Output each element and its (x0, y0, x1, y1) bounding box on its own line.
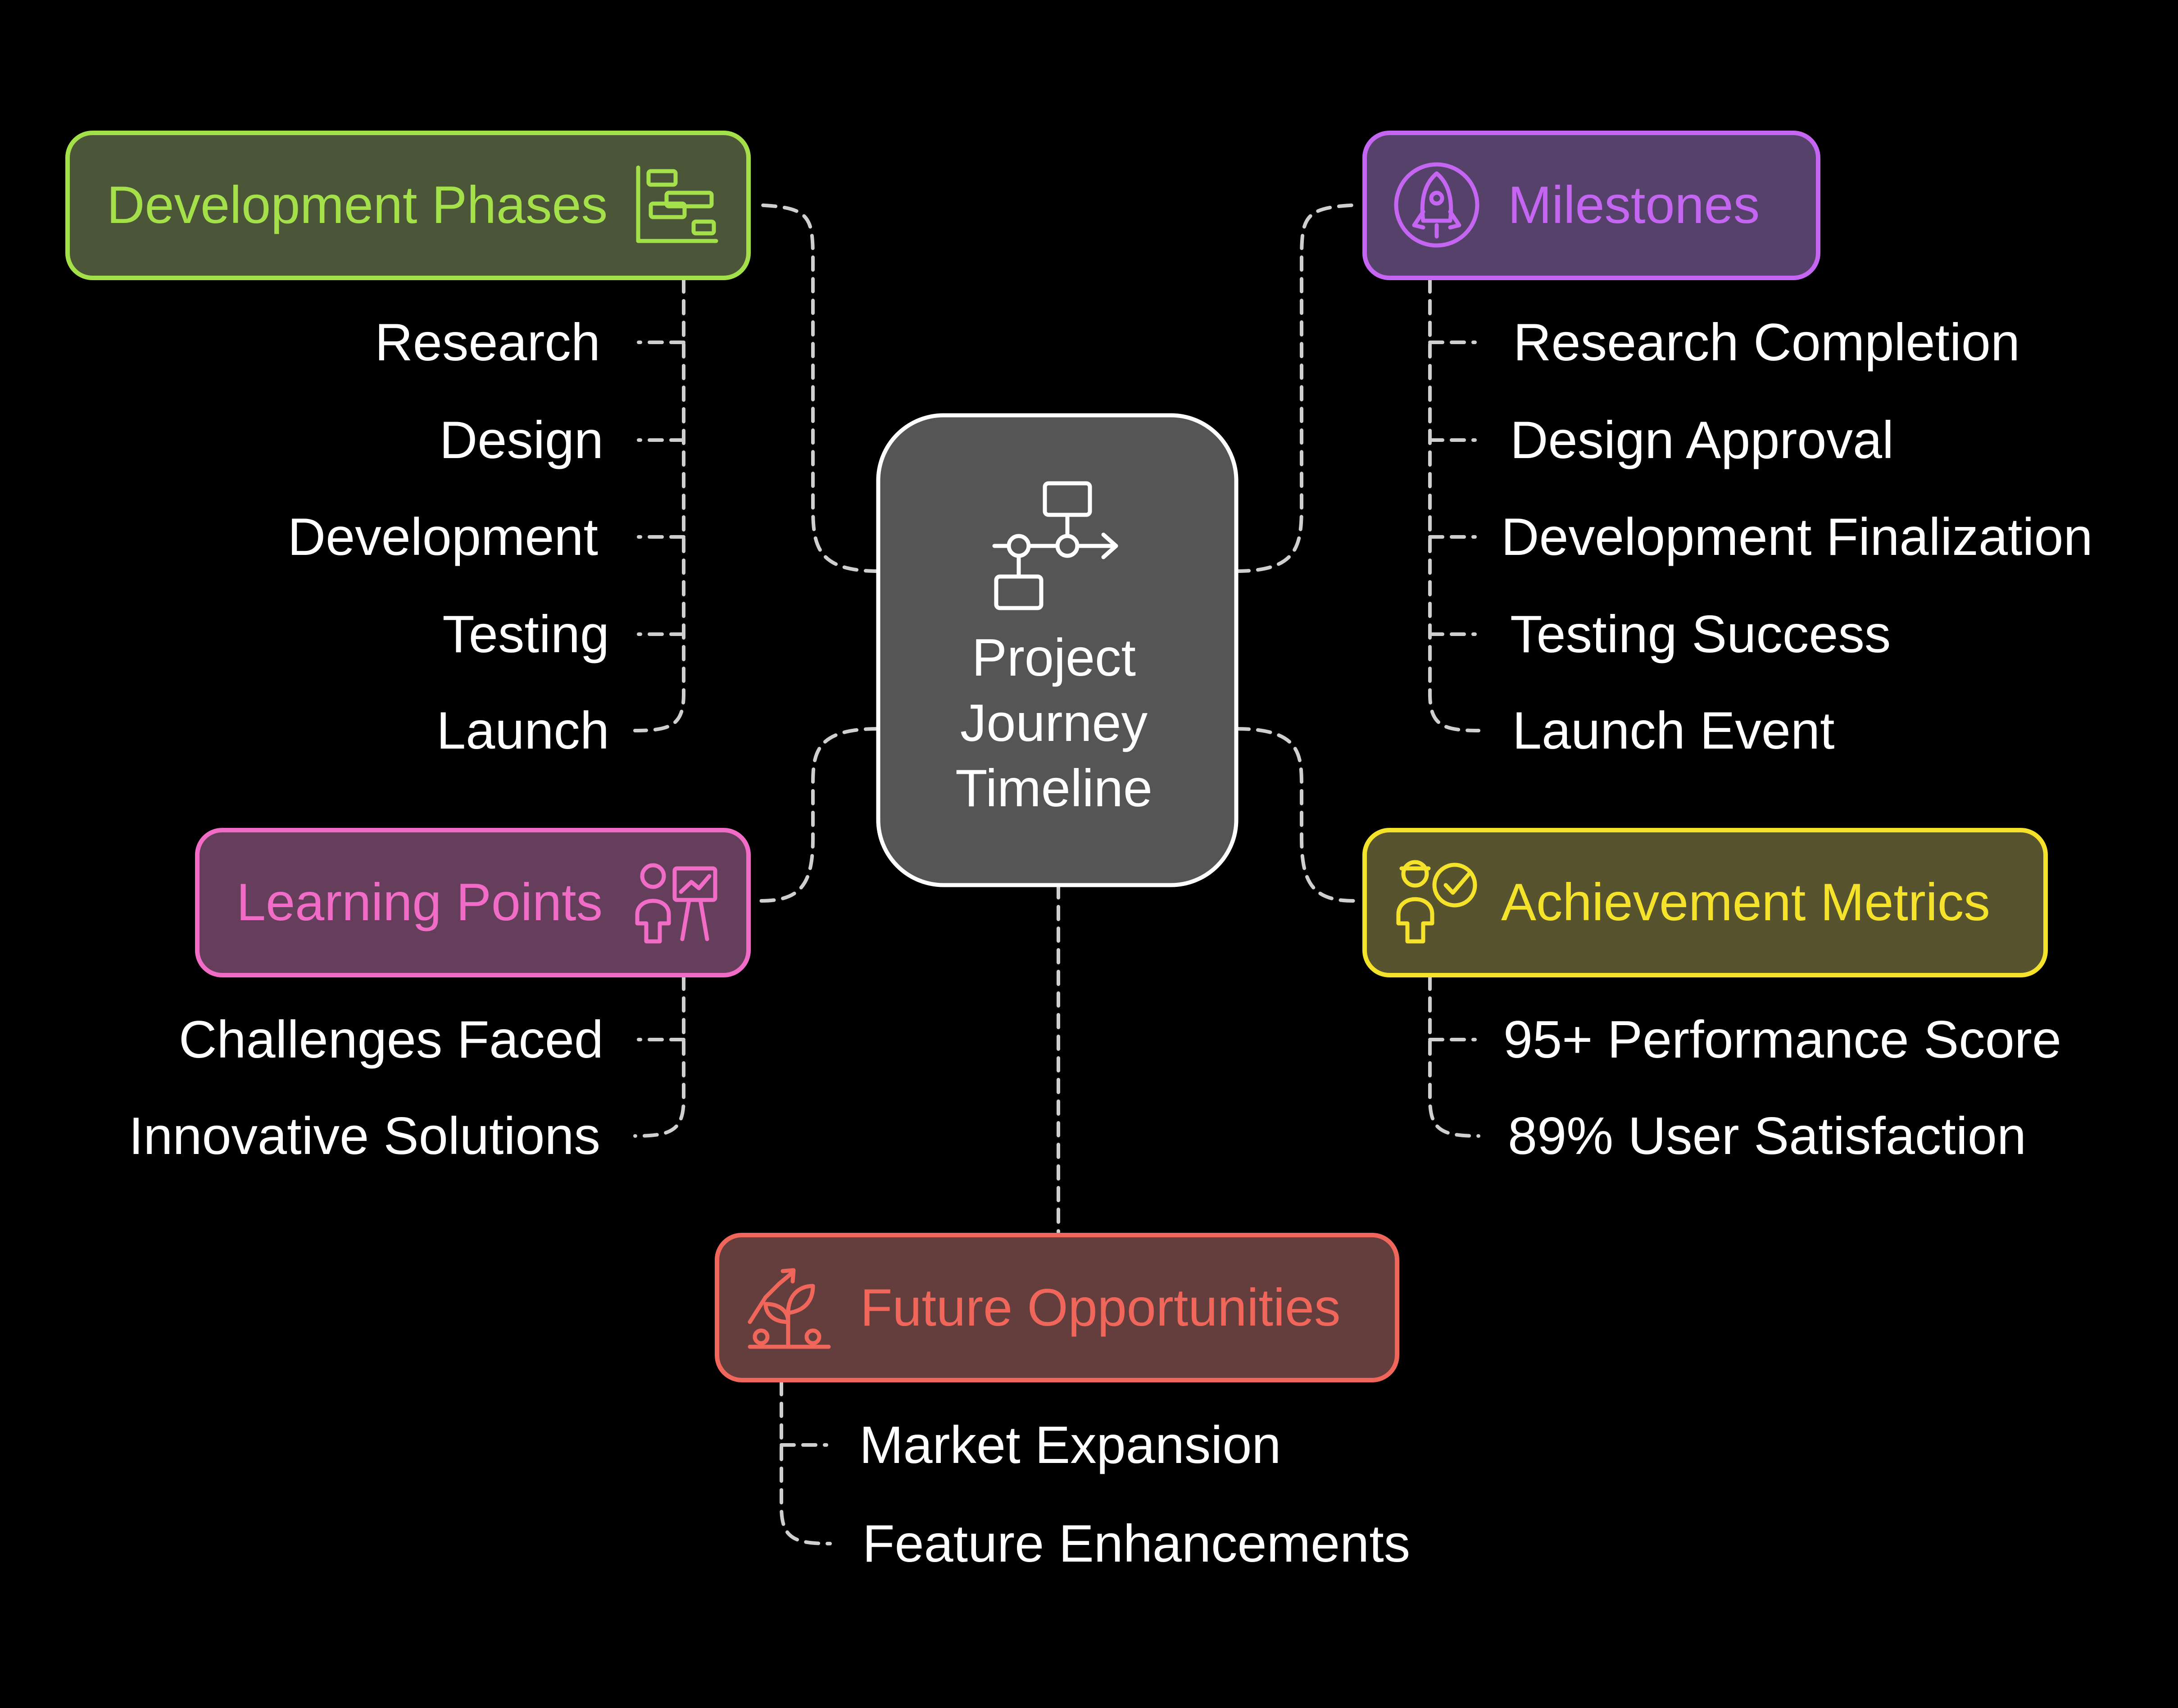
group-development-phases: Development Phases Research Design Devel… (65, 131, 751, 760)
development-phases-item: Launch (436, 701, 609, 760)
future-opportunities-title: Future Opportunities (860, 1278, 1341, 1337)
milestones-item: Design Approval (1510, 410, 1894, 469)
center-title-line-1: Project (972, 628, 1136, 687)
development-phases-item: Research (375, 313, 600, 372)
future-opportunities-box[interactable]: Future Opportunities (715, 1233, 1399, 1382)
milestones-box[interactable]: Milestones (1362, 131, 1820, 280)
item-connectors (633, 277, 1480, 1545)
achievement-metrics-title: Achievement Metrics (1501, 872, 1990, 931)
person-check-icon (1396, 860, 1477, 944)
group-milestones: Milestones Research Completion Design Ap… (1362, 131, 2093, 760)
connector-center-learning-points (759, 727, 880, 903)
workflow-icon (992, 481, 1118, 610)
center-connectors (755, 203, 1360, 1234)
development-phases-item: Testing (442, 604, 609, 663)
development-phases-box[interactable]: Development Phases (65, 131, 751, 280)
milestones-title: Milestones (1508, 175, 1760, 234)
learning-points-title: Learning Points (236, 872, 603, 931)
learning-points-item: Innovative Solutions (129, 1106, 600, 1165)
future-opportunities-item: Feature Enhancements (862, 1514, 1410, 1573)
connector-center-achievement-metrics (1234, 727, 1355, 903)
achievement-metrics-box[interactable]: Achievement Metrics (1362, 828, 2048, 977)
learning-points-item: Challenges Faced (179, 1010, 603, 1069)
growth-plant-icon (748, 1268, 831, 1349)
achievement-metrics-item: 89% User Satisfaction (1508, 1106, 2026, 1165)
gantt-chart-icon (636, 165, 718, 243)
connector-milestones-items (1428, 277, 1480, 732)
connector-center-milestones (1234, 203, 1360, 573)
achievement-metrics-item: 95+ Performance Score (1503, 1010, 2061, 1069)
center-title-line-3: Timeline (955, 759, 1153, 818)
rocket-icon (1394, 162, 1479, 248)
connector-center-development-phases (755, 203, 880, 573)
learning-points-box[interactable]: Learning Points (195, 828, 751, 977)
connector-achievement-metrics-items (1428, 975, 1480, 1138)
center-title-line-2: Journey (960, 693, 1148, 752)
connector-future-opportunities-items (780, 1380, 832, 1545)
group-future-opportunities: Future Opportunities Market Expansion Fe… (715, 1233, 1410, 1573)
future-opportunities-item: Market Expansion (859, 1415, 1281, 1474)
presenter-icon (635, 863, 717, 944)
group-learning-points: Learning Points Challenges Faced Innovat… (129, 828, 751, 1165)
milestones-item: Launch Event (1512, 701, 1835, 760)
development-phases-item: Development (288, 507, 598, 566)
connector-development-phases-items (633, 277, 685, 732)
milestones-item: Development Finalization (1501, 507, 2093, 566)
connector-learning-points-items (633, 975, 685, 1138)
development-phases-item: Design (440, 410, 603, 469)
milestones-item: Research Completion (1513, 313, 2020, 372)
group-achievement-metrics: Achievement Metrics 95+ Performance Scor… (1362, 828, 2061, 1165)
development-phases-title: Development Phases (107, 175, 608, 234)
milestones-item: Testing Success (1510, 604, 1891, 663)
center-node[interactable]: Project Journey Timeline (876, 413, 1239, 887)
